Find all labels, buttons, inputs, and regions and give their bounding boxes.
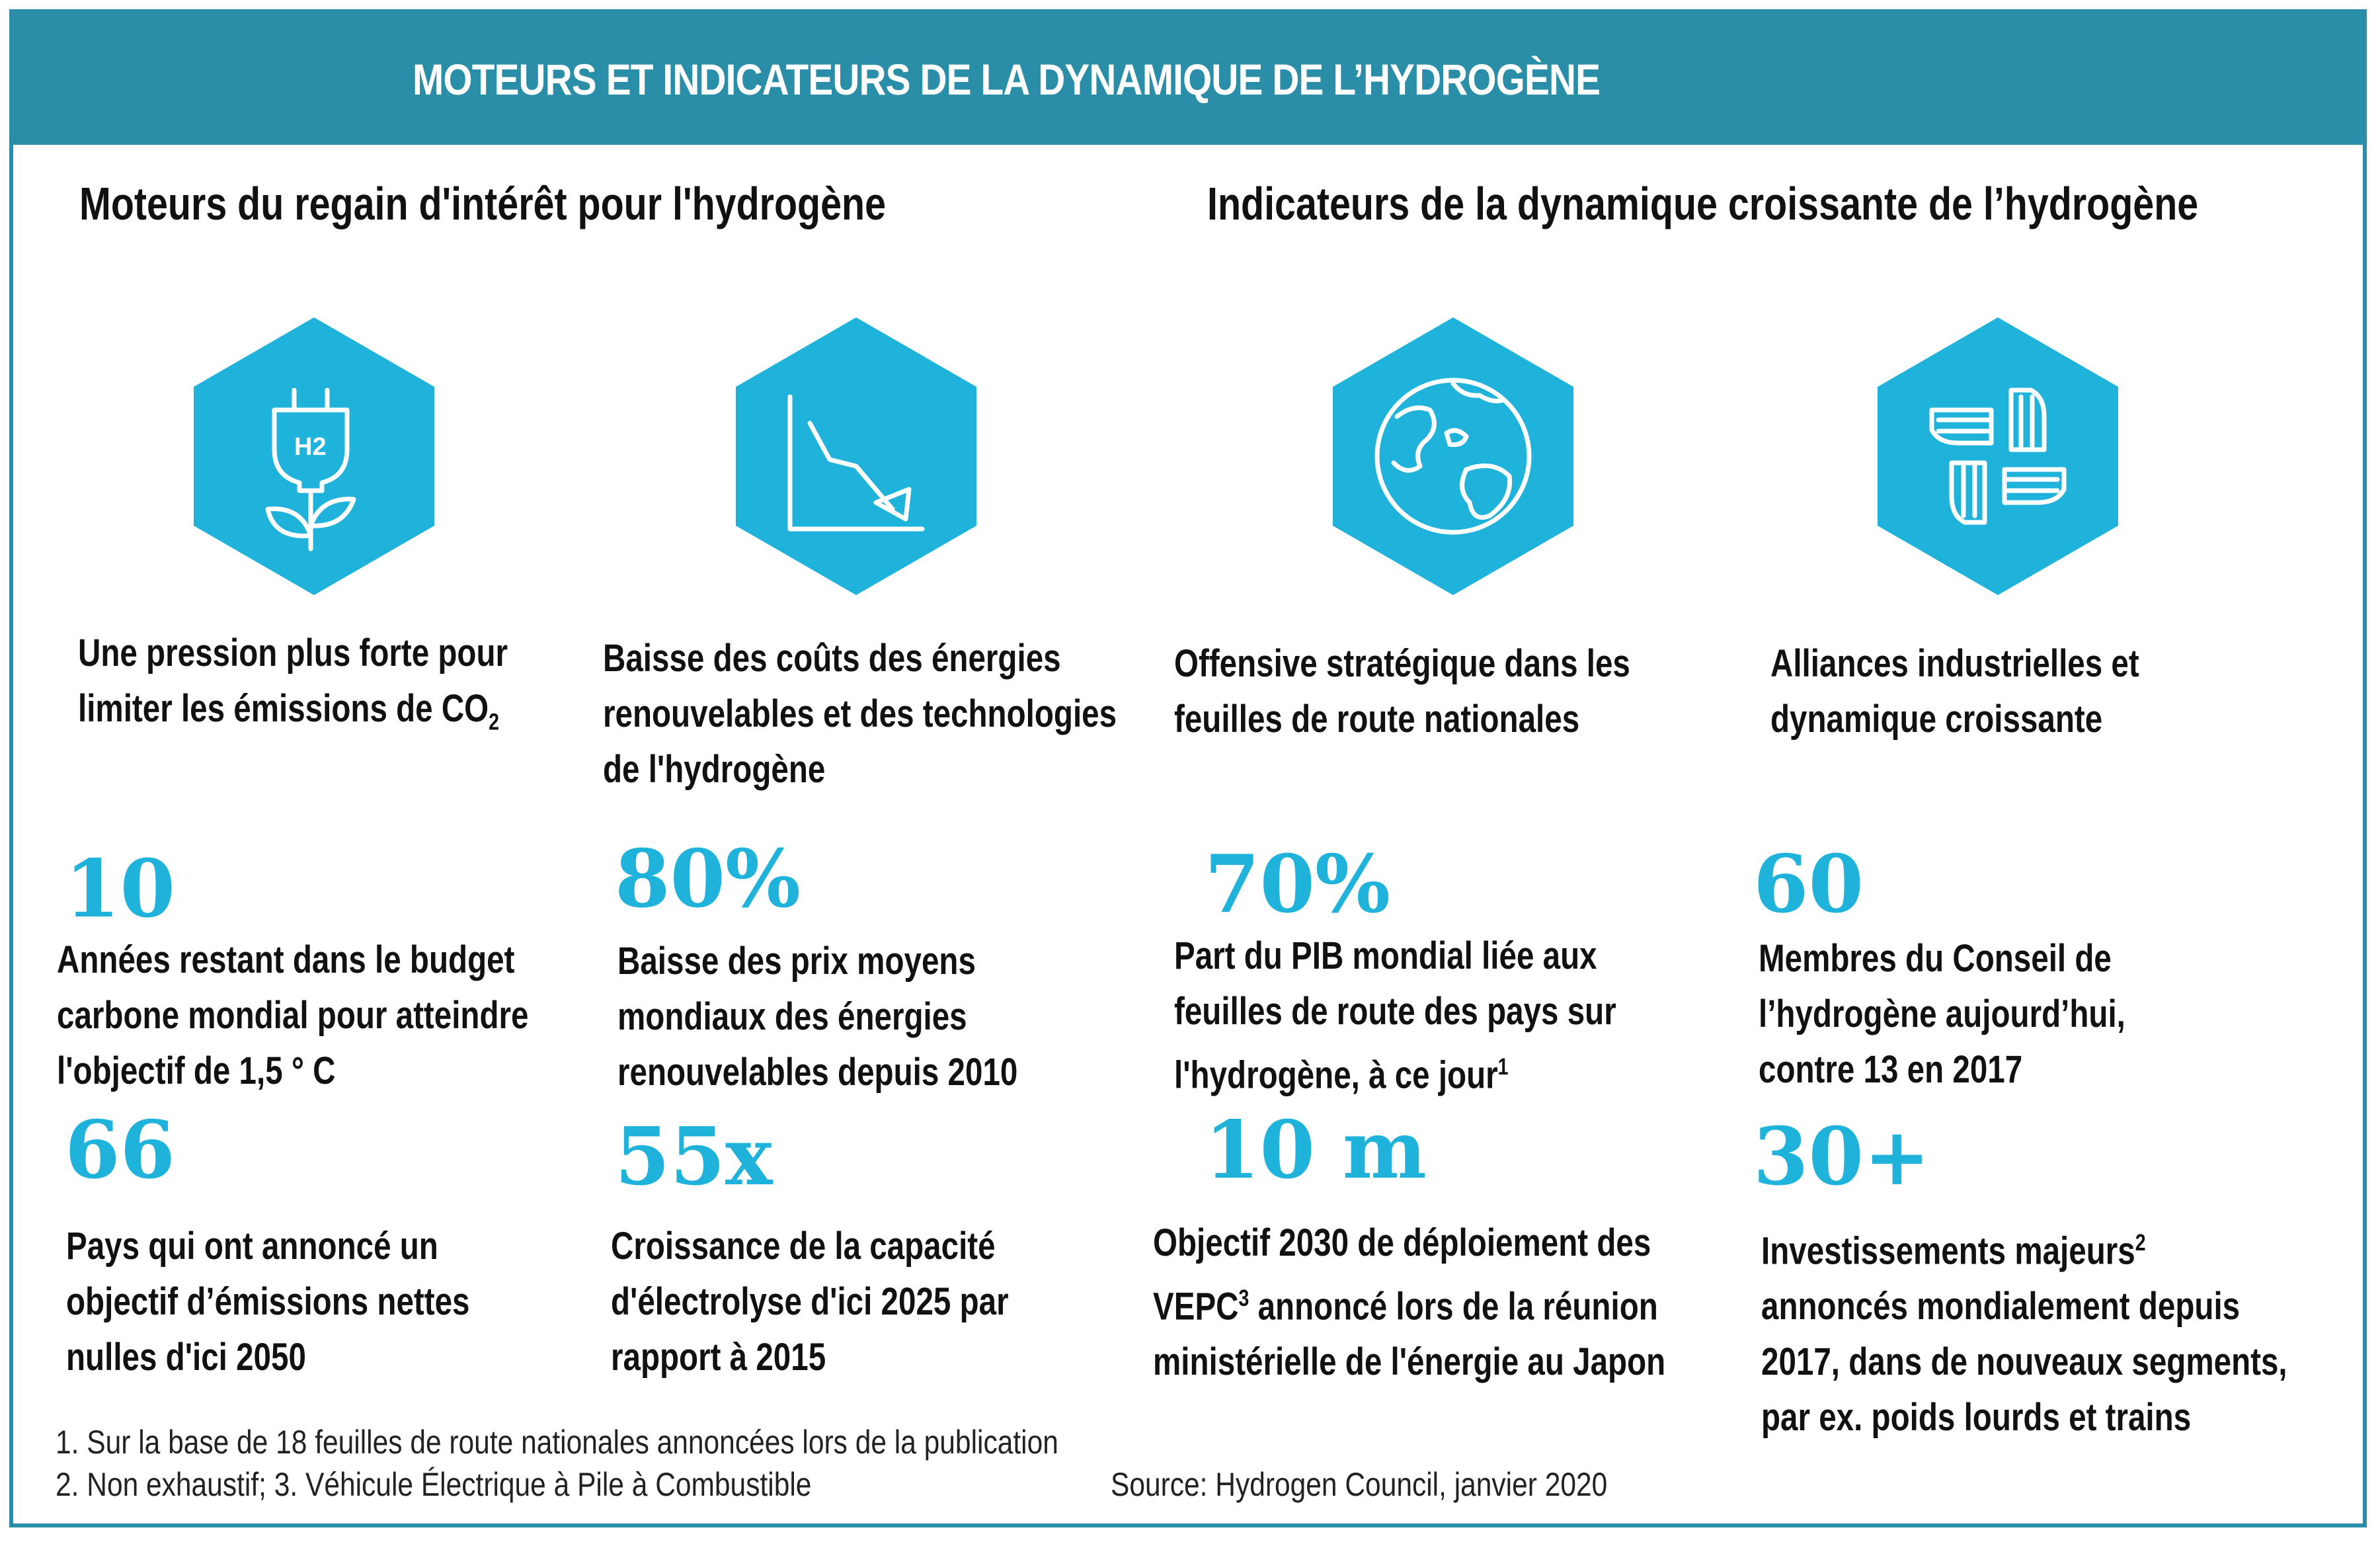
stat-value-renewable-prices: 80% xyxy=(615,832,801,926)
stat-value-net-zero-countries: 66 xyxy=(65,1104,175,1197)
stat-value-electrolysis: 55x xyxy=(615,1110,773,1203)
page-title: MOTEURS ET INDICATEURS DE LA DYNAMIQUE D… xyxy=(413,55,1601,104)
stat-value-investments: 30+ xyxy=(1753,1110,1930,1203)
stat-text-renewable-prices: Baisse des prix moyens mondiaux des énerg… xyxy=(617,940,1018,1094)
declining-cost-chart-icon xyxy=(717,317,995,595)
stat-text-investments: Investissements majeurs2 annoncés mondia… xyxy=(1761,1229,2287,1440)
hydrogen-plug-plant-icon: H2 xyxy=(175,317,453,595)
stat-text-council-members: Membres du Conseil de l’hydrogène aujourd… xyxy=(1759,937,2125,1091)
stat-text-electrolysis: Croissance de la capacité d'électrolyse d… xyxy=(611,1225,1009,1379)
stat-value-carbon-budget: 10 xyxy=(65,842,175,936)
joined-hands-icon xyxy=(1859,317,2137,595)
footnote-2: 2. Non exhaustif; 3. Véhicule Électrique… xyxy=(56,1466,812,1503)
stat-text-gdp-share: Part du PIB mondial liée aux feuilles de … xyxy=(1174,934,1616,1097)
driver-caption-costs: Baisse des coûts des énergies renouvelab… xyxy=(603,637,1117,791)
stat-text-fcev-target: Objectif 2030 de déploiement des VEPC3 a… xyxy=(1153,1221,1666,1384)
stat-value-council-members: 60 xyxy=(1753,838,1864,931)
indicators-heading: Indicateurs de la dynamique croissante d… xyxy=(1207,178,2199,229)
drivers-heading: Moteurs du regain d'intérêt pour l'hydro… xyxy=(79,178,887,229)
title-bar: MOTEURS ET INDICATEURS DE LA DYNAMIQUE D… xyxy=(9,9,2367,145)
stat-text-net-zero-countries: Pays qui ont annoncé un objectif d’émissi… xyxy=(66,1225,470,1379)
source-note: Source: Hydrogen Council, janvier 2020 xyxy=(1111,1466,1608,1503)
stat-value-gdp-share: 70% xyxy=(1205,838,1391,931)
driver-caption-emissions: Une pression plus forte pour limiter les… xyxy=(78,631,508,735)
svg-text:H2: H2 xyxy=(294,433,327,461)
driver-caption-alliances: Alliances industrielles et dynamique cro… xyxy=(1770,642,2139,741)
footnote-1: 1. Sur la base de 18 feuilles de route n… xyxy=(56,1424,1058,1461)
driver-caption-strategy: Offensive stratégique dans les feuilles … xyxy=(1174,642,1630,741)
globe-icon xyxy=(1314,317,1592,595)
infographic-frame xyxy=(9,9,2367,1527)
stat-text-carbon-budget: Années restant dans le budget carbone mon… xyxy=(57,938,529,1092)
stat-value-fcev-target: 10 m xyxy=(1205,1104,1427,1197)
